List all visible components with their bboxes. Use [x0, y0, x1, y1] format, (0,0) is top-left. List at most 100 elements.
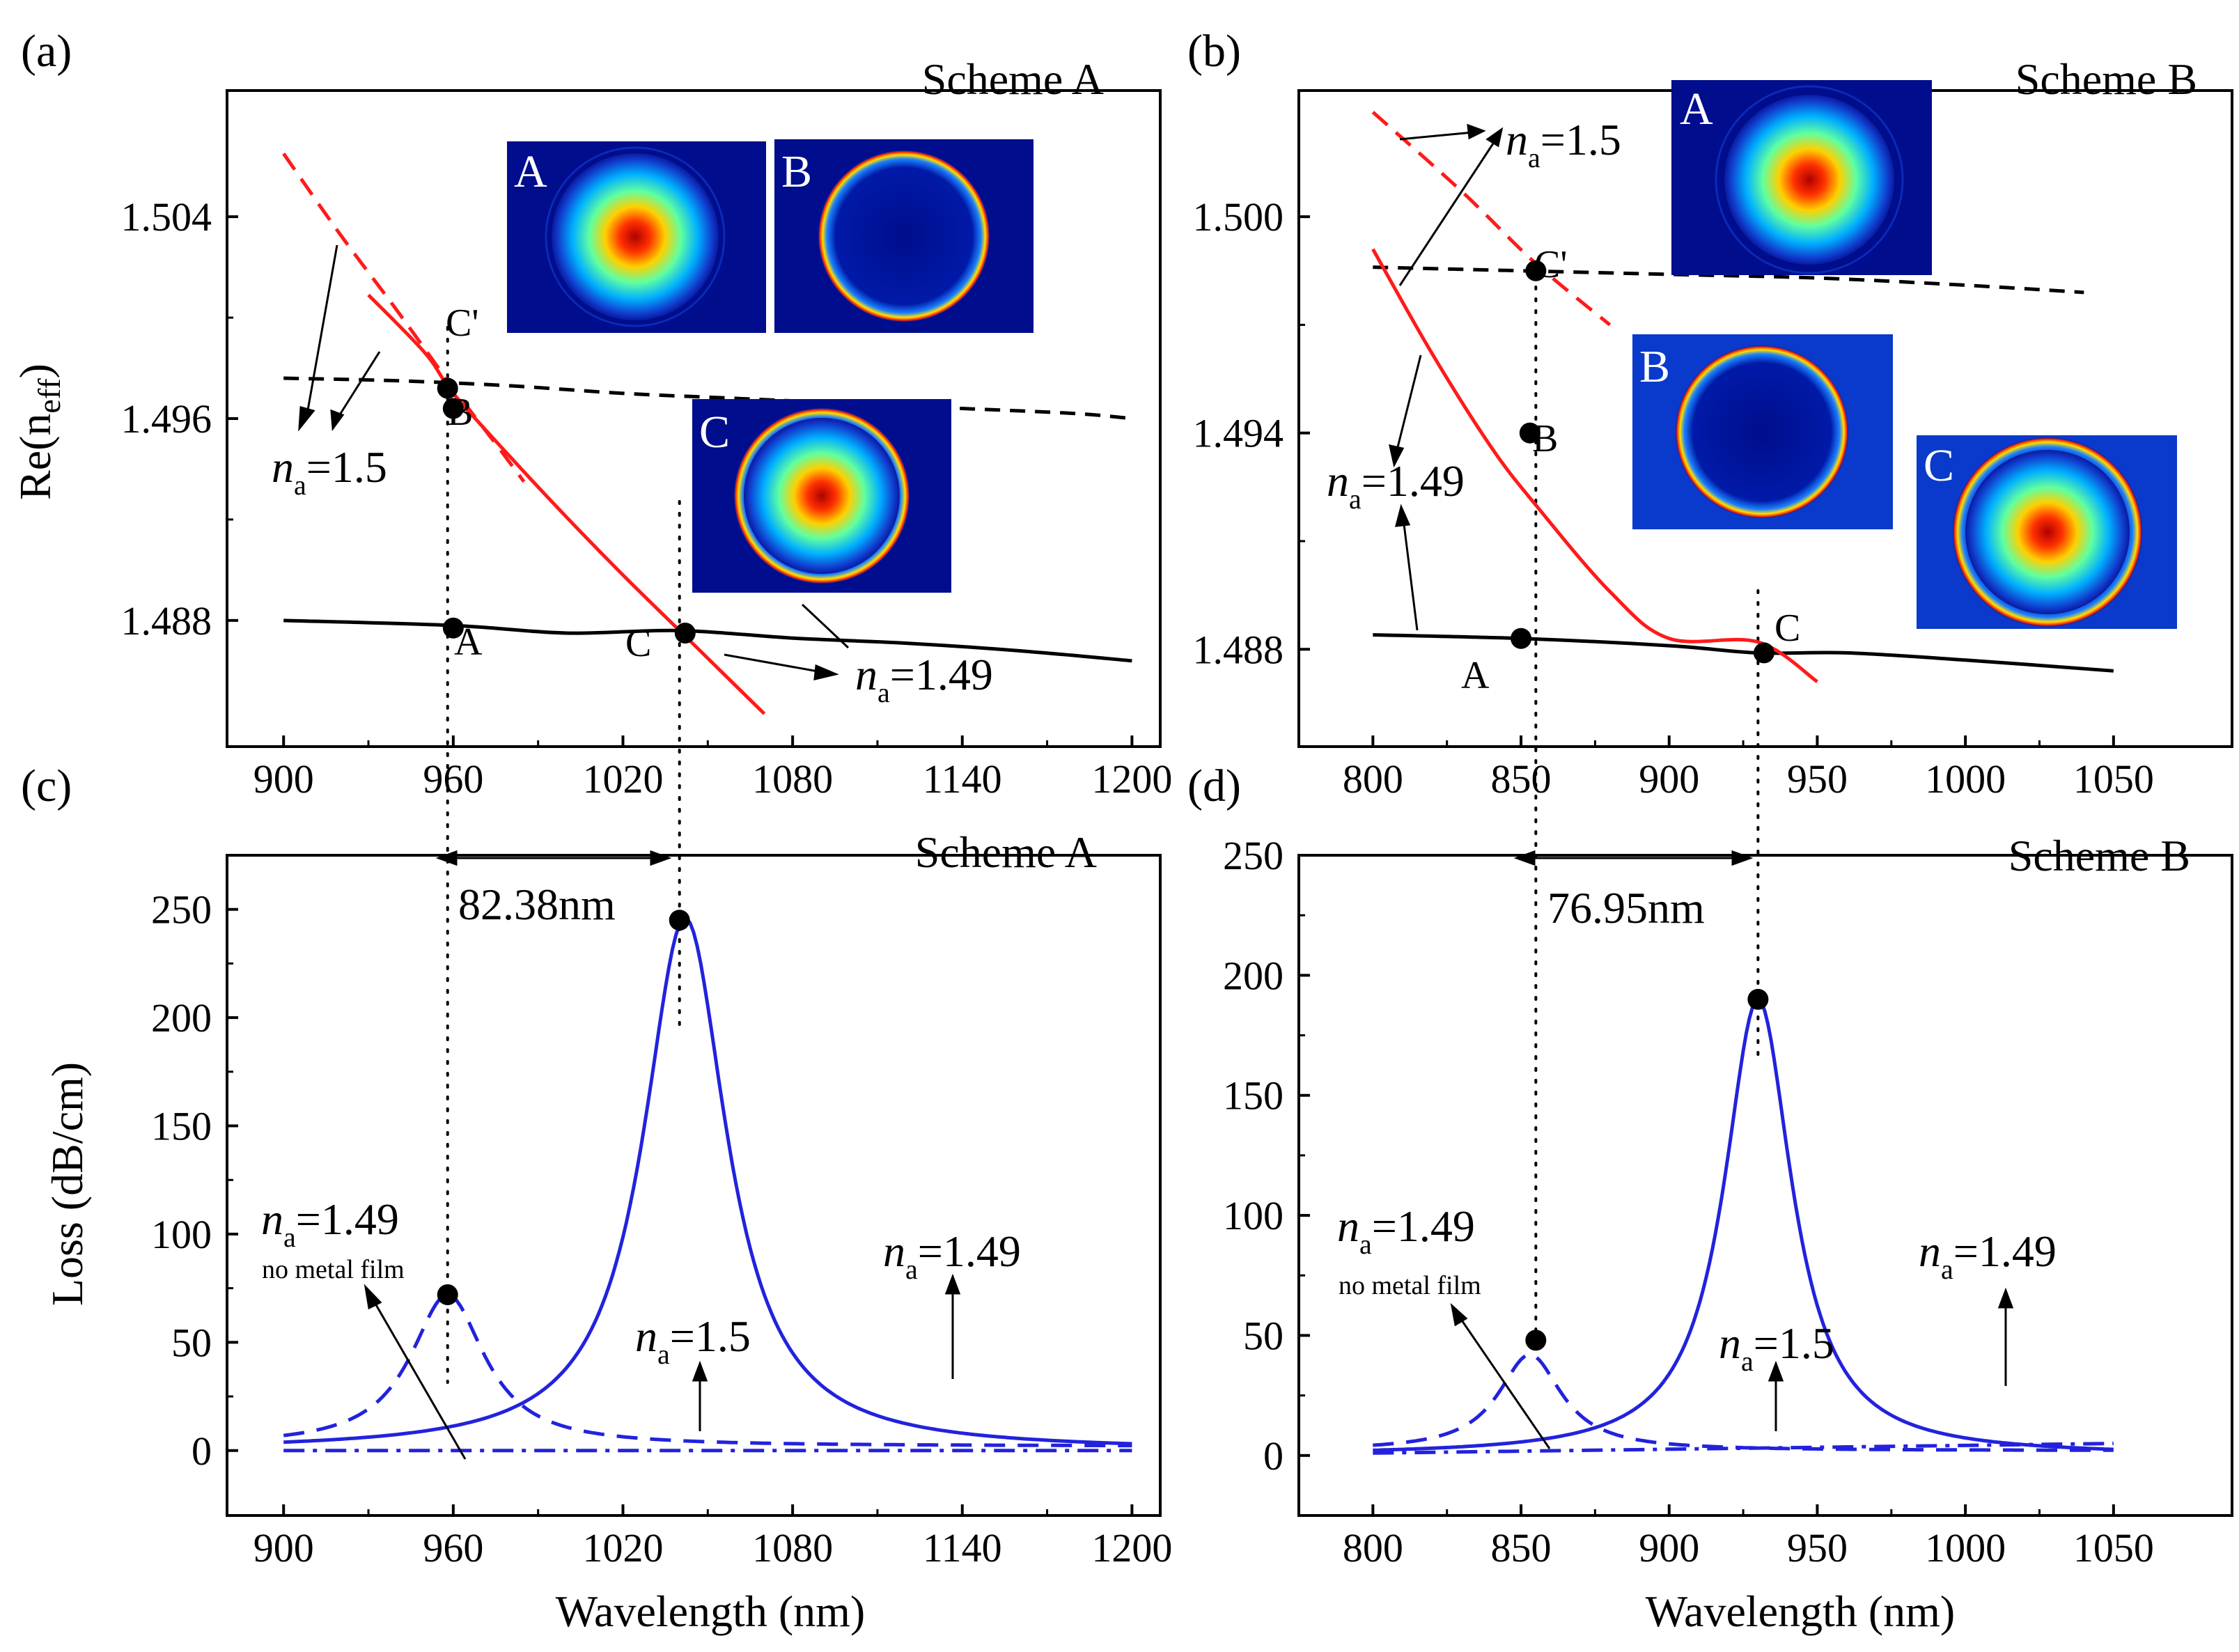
panel-label-c: (c): [21, 761, 72, 811]
x-tick-label-d-0: 800: [1343, 1525, 1403, 1571]
y-tick-label-b-2: 1.500: [1193, 194, 1284, 240]
x-tick-label-d-1: 850: [1491, 1525, 1552, 1571]
marker-d-1: [1747, 988, 1769, 1010]
marker-a-3: [674, 622, 696, 644]
x-tick-label-c-4: 1140: [923, 1525, 1002, 1571]
point-label-B-b: B: [1532, 417, 1558, 460]
y-tick-label-d-2: 100: [1223, 1193, 1284, 1238]
guide-layer: [446, 274, 1760, 1384]
y-tick-label-a-0: 1.488: [121, 598, 212, 644]
annotation-nometal-d: no metal film: [1339, 1271, 1481, 1300]
scheme-title-a: Scheme A: [922, 54, 1104, 104]
x-tick-label-a-4: 1140: [923, 756, 1002, 802]
series-a-3: [282, 153, 526, 483]
series-a-1: [283, 376, 1132, 421]
annotation-na149-c: na=1.49: [883, 1226, 1021, 1285]
x-tick-label-a-1: 960: [423, 756, 483, 802]
y-tick-label-c-3: 150: [151, 1104, 212, 1149]
series-a-0: [283, 618, 1132, 663]
point-label-A-b: A: [1461, 654, 1490, 697]
series-c-1: [283, 1293, 1132, 1448]
x-tick-label-c-2: 1020: [582, 1525, 663, 1571]
x-tick-label-c-5: 1200: [1091, 1525, 1172, 1571]
scheme-title-d: Scheme B: [2008, 831, 2190, 880]
marker-a-1: [442, 398, 464, 419]
axes-frame-d: [1297, 854, 2233, 1517]
x-tick-label-c-3: 1080: [752, 1525, 833, 1571]
x-tick-label-c-1: 960: [423, 1525, 483, 1571]
x-tick-label-b-0: 800: [1343, 756, 1403, 802]
marker-layer: [437, 260, 1774, 1351]
point-label-C-a: C: [625, 622, 651, 665]
inset-label-A: A: [1680, 84, 1713, 134]
mode-inset-b-B: B: [1632, 334, 1893, 529]
annotation-na15-a: na=1.5: [272, 442, 387, 501]
series-b-3: [1371, 111, 1612, 327]
inset-label-C: C: [699, 407, 730, 458]
annotation-na15-b: na=1.5: [1506, 115, 1621, 173]
annotation-na149-b: na=1.49: [1327, 456, 1465, 515]
mode-inset-a-A: A: [507, 141, 766, 333]
mode-inset-a-C: C: [692, 399, 951, 593]
series-layer: [282, 111, 2114, 1455]
annotation-na149-a: na=1.49: [855, 650, 993, 708]
panel-label-a: (a): [21, 26, 72, 77]
inset-label-B: B: [1639, 341, 1670, 392]
x-tick-label-d-5: 1050: [2073, 1525, 2154, 1571]
annotation-nometal-c: no metal film: [262, 1255, 405, 1284]
marker-b-3: [1753, 642, 1774, 664]
y-tick-label-d-4: 200: [1223, 953, 1284, 998]
x-axis-title-d: Wavelength (nm): [1646, 1587, 1955, 1636]
y-tick-label-c-0: 0: [192, 1428, 212, 1474]
x-tick-label-d-2: 900: [1639, 1525, 1699, 1571]
marker-b-1: [1519, 422, 1540, 444]
point-label-Cp-a: C': [446, 302, 478, 345]
panel-label-b: (b): [1187, 26, 1241, 77]
annotation-na15-d: na=1.5: [1719, 1318, 1834, 1377]
separation-label-c: 82.38nm: [458, 880, 616, 929]
y-tick-label-c-5: 250: [151, 887, 212, 933]
x-tick-label-a-0: 900: [253, 756, 314, 802]
series-c-0: [283, 916, 1132, 1446]
x-tick-label-a-3: 1080: [752, 756, 833, 802]
y-tick-label-a-1: 1.496: [121, 396, 212, 442]
marker-b-2: [1511, 628, 1532, 649]
series-b-1: [1373, 265, 2084, 295]
y-tick-label-a-2: 1.504: [121, 194, 212, 240]
x-tick-label-b-4: 1000: [1925, 756, 2006, 802]
point-label-A-a: A: [454, 621, 483, 664]
x-axis-title-c: Wavelength (nm): [556, 1587, 865, 1636]
marker-b-0: [1525, 260, 1547, 281]
point-label-C-b: C: [1774, 607, 1800, 650]
tick-layer: 900 960 1020 1080 1140 1200 1.488 1.496 1.504 800…: [121, 194, 2154, 1571]
inset-label-A: A: [514, 146, 547, 197]
mode-inset-b-C: C: [1917, 435, 2177, 629]
y-tick-label-b-1: 1.494: [1193, 411, 1284, 456]
y-axis-title-top: Re(neff): [10, 364, 67, 500]
x-tick-label-b-2: 900: [1639, 756, 1699, 802]
inset-label-B: B: [781, 146, 812, 197]
point-label-B-a: B: [447, 391, 473, 434]
y-tick-label-d-3: 150: [1223, 1073, 1284, 1119]
series-a-2: [367, 293, 766, 715]
y-tick-label-c-2: 100: [151, 1212, 212, 1257]
annotation-na149-nometal-c: na=1.49: [261, 1194, 399, 1253]
axes-frame-c: [226, 854, 1162, 1517]
annotation-na149-d: na=1.49: [1919, 1226, 2057, 1285]
annotation-arrows: [298, 123, 2014, 1460]
annotation-na149-nometal-d: na=1.49: [1337, 1201, 1475, 1260]
inset-label-C: C: [1924, 440, 1954, 491]
point-label-Cp-b: C': [1534, 243, 1567, 286]
series-d-2: [1373, 1442, 2114, 1455]
y-tick-label-b-0: 1.488: [1193, 627, 1284, 672]
x-tick-label-b-5: 1050: [2073, 756, 2154, 802]
x-tick-label-d-3: 950: [1787, 1525, 1848, 1571]
y-tick-label-c-4: 200: [151, 995, 212, 1041]
x-tick-label-c-0: 900: [253, 1525, 314, 1571]
y-tick-label-d-1: 50: [1243, 1313, 1284, 1358]
series-b-2: [1371, 248, 1818, 683]
scheme-title-b: Scheme B: [2015, 54, 2197, 104]
y-tick-label-d-5: 250: [1223, 833, 1284, 878]
marker-a-0: [437, 377, 458, 399]
x-tick-label-b-1: 850: [1491, 756, 1552, 802]
